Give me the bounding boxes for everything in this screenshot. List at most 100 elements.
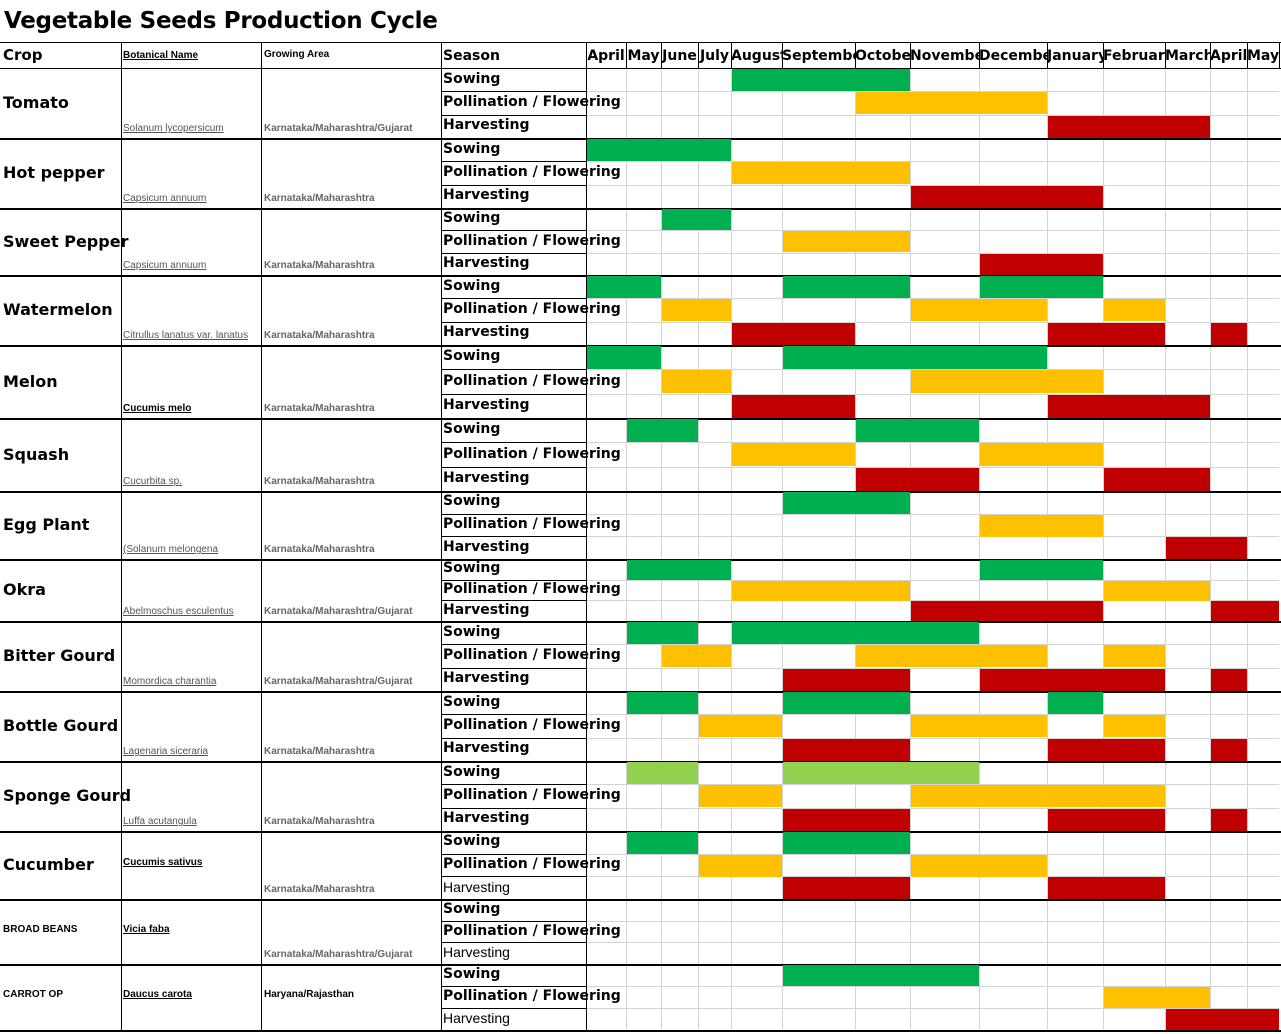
grid-line [586,394,1279,395]
harvesting-bar [1211,669,1247,691]
month-header: March [1165,48,1210,64]
block-border [0,899,1281,901]
grid-line [979,42,980,1030]
pollination-bar [980,515,1103,537]
growing-area: Karnataka/Maharashtra [264,544,375,555]
grid-line [586,91,1279,92]
grid-line [586,322,1279,323]
pollination-bar [699,785,782,807]
harvesting-bar [783,877,910,899]
harvesting-bar [1166,1009,1279,1030]
growing-area: Haryana/Rajasthan [264,989,355,1000]
season-row-border [441,854,586,855]
season-label: Pollination / Flowering [443,717,621,733]
pollination-bar [662,370,731,393]
season-row-border [441,600,586,601]
pollination-bar [911,715,1047,737]
pollination-bar [911,370,1103,393]
season-header: Season [443,48,500,64]
harvesting-bar [1048,739,1165,761]
pollination-bar [911,855,1047,877]
sowing-bar [783,346,1047,369]
pollination-bar [732,443,855,466]
sowing-bar [783,276,910,298]
season-row-border [441,580,586,581]
month-header-border [1047,42,1048,68]
botanical-name: Cucumis melo [123,403,192,414]
sowing-bar [783,965,979,986]
season-row-border [441,442,586,443]
sowing-bar [587,276,661,298]
column-border [441,42,442,1030]
pollination-bar [1104,715,1165,737]
pollination-bar [662,645,731,667]
season-label: Harvesting [443,470,530,486]
season-label: Pollination / Flowering [443,856,621,872]
pollination-bar [911,785,1165,807]
month-header: May [1247,48,1279,64]
month-header: December [979,48,1047,64]
season-label: Pollination / Flowering [443,446,621,462]
crop-name: Sponge Gourd [3,786,132,805]
sowing-bar [627,832,698,854]
grid-line [586,185,1279,186]
column-border [261,42,262,1030]
harvesting-bar [911,186,1103,208]
growing-area: Karnataka/Maharashtra [264,260,375,271]
month-header-border [661,42,662,68]
month-header: October [855,48,910,64]
season-label: Sowing [443,421,501,437]
harvesting-bar [783,809,910,831]
month-header: July [699,48,730,64]
grid-line [586,921,1279,922]
sowing-bar [627,622,698,644]
crop-name: Bottle Gourd [3,716,119,735]
harvesting-bar [856,468,979,491]
crop-name: BROAD BEANS [3,924,78,935]
season-row-border [441,536,586,537]
season-row-border [441,784,586,785]
botanical-name: Momordica charantia [123,676,217,687]
season-label: Harvesting [443,740,530,756]
botanical-name: (Solanum melongena [123,544,219,555]
botanical-name: Capsicum annuum [123,193,207,204]
sowing-bar [783,762,979,784]
season-row-border [441,394,586,395]
season-label: Sowing [443,278,501,294]
harvesting-bar [1048,116,1210,138]
botanical-name: Lagenaria siceraria [123,746,209,757]
season-label: Harvesting [443,879,510,895]
season-label: Harvesting [443,117,530,133]
month-header-border [1165,42,1166,68]
block-border [0,491,1281,493]
botanical-name: Cucumis sativus [123,857,203,868]
month-header: November [910,48,979,64]
pollination-bar [732,581,910,601]
harvesting-bar [1211,809,1247,831]
grid-line [586,369,1279,370]
growing-area: Karnataka/Maharashtra/Gujarat [264,606,413,617]
season-label: Sowing [443,966,501,982]
harvesting-bar [1048,809,1165,831]
harvesting-bar [1104,468,1210,491]
pollination-bar [1104,581,1210,601]
month-header: April [587,48,625,64]
season-label: Sowing [443,560,501,576]
grid-line [586,854,1279,855]
growing-area: Karnataka/Maharashtra [264,746,375,757]
sowing-bar [732,69,910,91]
grid-line [586,668,1279,669]
grid-line [1103,42,1104,1030]
header-top-border [0,42,1281,43]
season-row-border [441,185,586,186]
growing-area: Karnataka/Maharashtra/Gujarat [264,949,413,960]
harvesting-bar [1211,739,1247,761]
sowing-bar [783,832,910,854]
season-row-border [441,514,586,515]
grid-line [586,580,1279,581]
harvesting-bar [911,601,1103,621]
sowing-bar [783,692,910,714]
pollination-bar [1104,645,1165,667]
crop-name: Tomato [3,93,69,112]
